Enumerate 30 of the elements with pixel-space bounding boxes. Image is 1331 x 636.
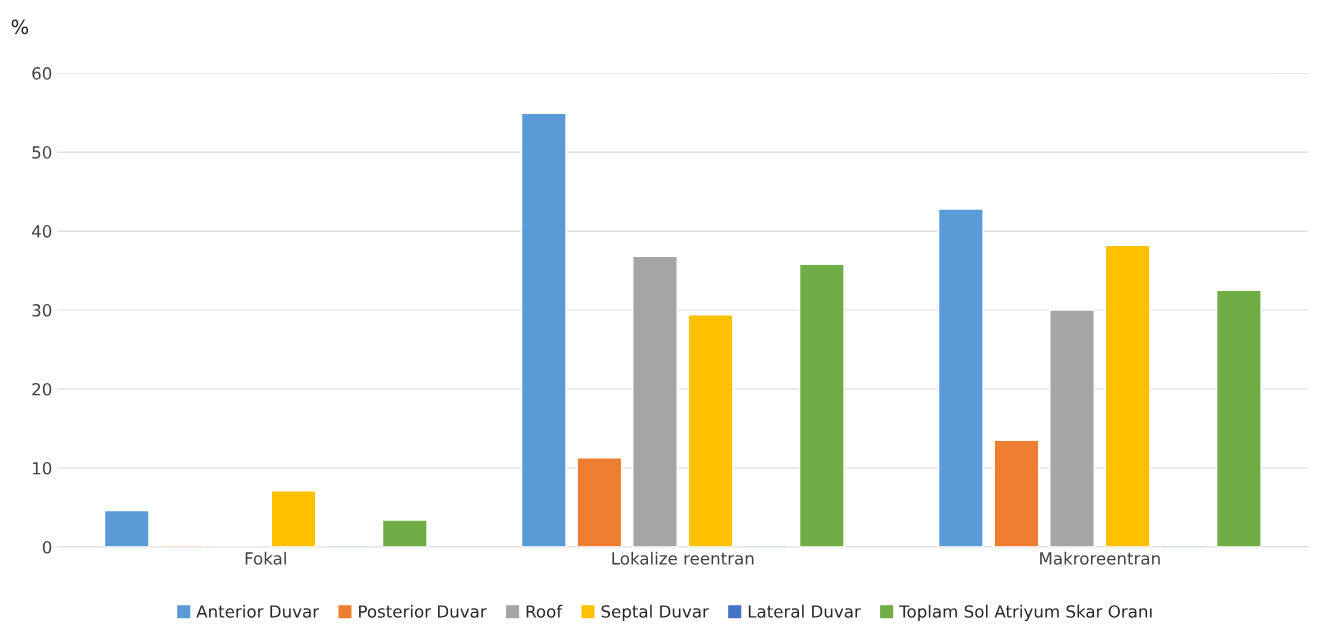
bar	[1049, 309, 1095, 547]
bar	[632, 255, 678, 547]
bar	[270, 490, 317, 547]
legend-label: Roof	[526, 604, 563, 618]
bar	[520, 112, 567, 547]
bar	[687, 314, 734, 547]
y-tick-label: 10	[32, 461, 52, 475]
bar	[1215, 289, 1262, 547]
bar	[576, 457, 623, 547]
x-tick-label: Fokal	[245, 551, 286, 565]
y-tick-label: 0	[42, 540, 52, 554]
y-tick-label: 40	[31, 225, 52, 238]
bar	[381, 519, 428, 547]
bar	[1104, 244, 1151, 547]
legend-label: Lateral Duvar	[748, 604, 861, 618]
bar	[103, 509, 150, 547]
y-tick-label: 20	[32, 382, 52, 396]
y-tick-label: 50	[32, 146, 52, 159]
legend-label: Septal Duvar	[601, 604, 709, 621]
bar	[993, 439, 1040, 547]
bar	[937, 208, 984, 547]
legend-label: Anterior Duvar	[196, 604, 320, 618]
y-axis-title: %	[11, 19, 29, 35]
bar	[798, 263, 845, 547]
y-tick-label: 30	[32, 304, 52, 317]
x-tick-label: Makroreentran	[1040, 551, 1160, 565]
x-tick-label: Lokalize reentran	[612, 551, 754, 565]
y-tick-label: 60	[32, 67, 52, 80]
legend-label: Toplam Sol Atriyum Skar Oranı	[899, 604, 1152, 621]
legend-label: Posterior Duvar	[359, 604, 487, 618]
